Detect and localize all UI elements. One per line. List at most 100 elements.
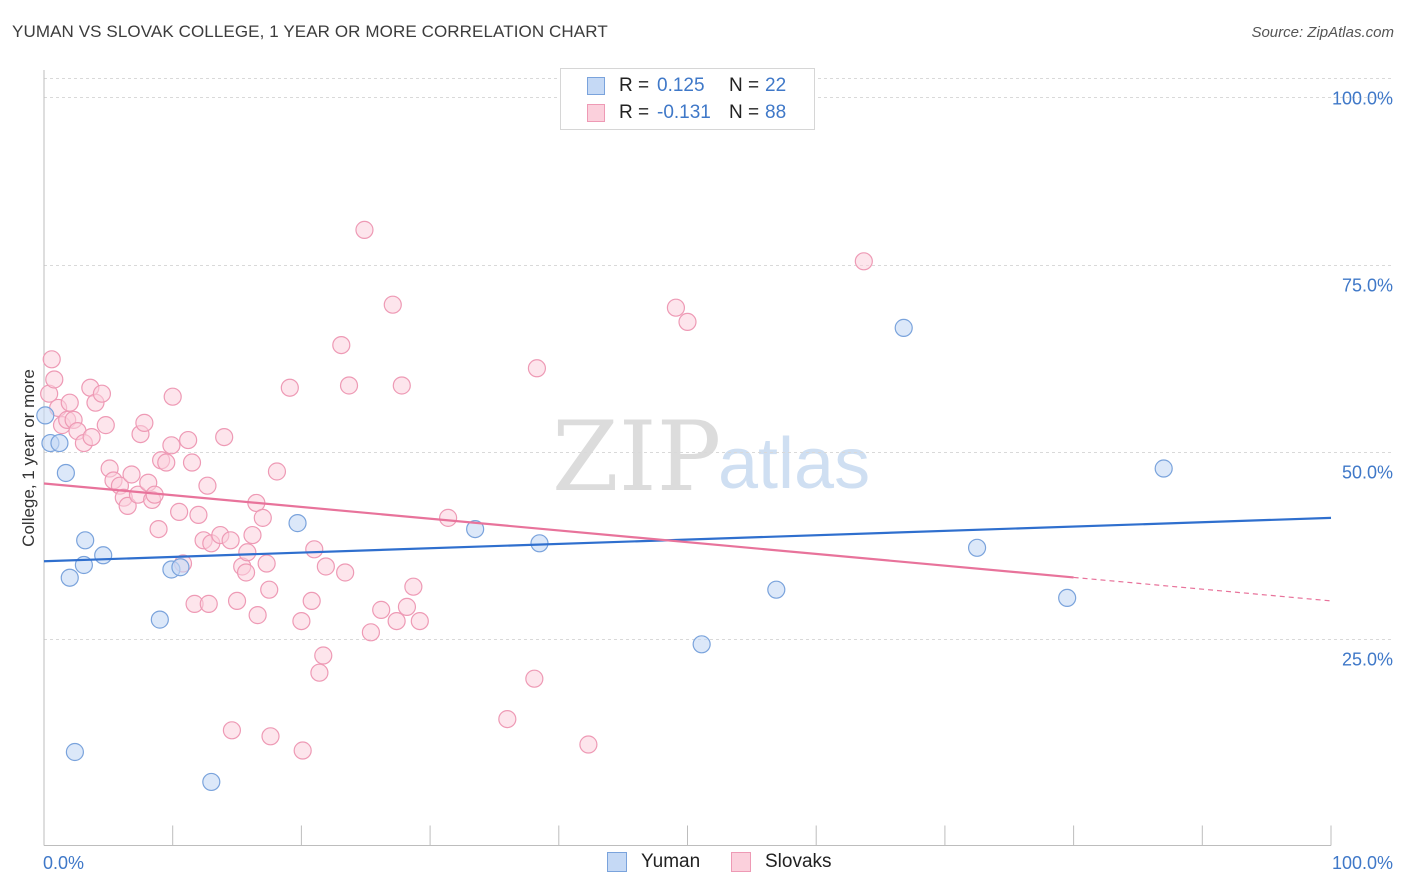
series-yuman-points [36, 318, 1173, 792]
slovak-point [96, 416, 115, 435]
yuman-point [65, 742, 84, 762]
slovak-point [60, 393, 79, 412]
legend-r-value: -0.131 [657, 102, 711, 123]
slovak-point [135, 413, 154, 432]
slovak-point [238, 543, 257, 562]
slovak-point [198, 476, 217, 495]
y-tick-labels: 25.0% 50.0% 75.0% 100.0% [1332, 89, 1393, 670]
slovak-point [257, 554, 276, 573]
legend-n-label: N = [729, 102, 760, 123]
series-legend-item-yuman[interactable]: Yuman [607, 851, 700, 873]
legend-n-value: 88 [765, 102, 787, 123]
x-tick-label-max: 100.0% [1332, 853, 1393, 873]
slovak-point [227, 591, 247, 611]
x-tick-labels: 0.0% 100.0% [43, 853, 1393, 873]
legend-r-label: R = [619, 75, 650, 96]
trendlines [43, 482, 1332, 602]
slovak-point [387, 611, 406, 631]
yuman-point [1058, 588, 1077, 608]
slovak-point [355, 220, 374, 239]
slovak-point [678, 312, 697, 331]
axes [43, 70, 1332, 846]
watermark-zip: ZIP [552, 401, 721, 513]
y-tick-label: 100.0% [1332, 89, 1393, 109]
slovak-point [854, 252, 873, 271]
slovak-point [182, 453, 202, 472]
slovak-point [163, 387, 182, 406]
slovak-point [261, 727, 280, 746]
series-legend-swatch-yuman [607, 852, 627, 872]
watermark-atlas: atlas [718, 424, 870, 504]
yuman-point [466, 519, 485, 539]
series-legend-label-yuman: Yuman [641, 851, 701, 872]
slovak-trend-line-extension [1073, 576, 1332, 602]
yuman-point [56, 463, 75, 483]
slovak-point [260, 580, 279, 599]
slovak-point [314, 646, 333, 665]
yuman-point [94, 546, 113, 565]
legend-swatch-slovaks [587, 104, 605, 122]
slovak-point [248, 606, 267, 625]
yuman-point [692, 635, 711, 654]
legend-row-slovaks: R = -0.131 N = 88 [587, 100, 786, 126]
yuman-point [288, 514, 307, 533]
slovak-point [527, 359, 547, 378]
yuman-point [36, 406, 55, 425]
x-tick-label-min: 0.0% [43, 853, 84, 873]
slovak-point [525, 669, 544, 688]
series-legend: Yuman Slovaks [0, 851, 1406, 879]
slovak-point [293, 741, 312, 760]
y-tick-label: 50.0% [1342, 463, 1393, 483]
slovak-point [310, 663, 329, 682]
y-tick-label: 25.0% [1342, 650, 1393, 670]
slovak-point [404, 577, 423, 596]
slovak-point [666, 298, 686, 317]
slovak-point [392, 376, 411, 395]
slovak-point [157, 453, 176, 472]
slovak-point [221, 531, 240, 550]
slovak-point [361, 623, 380, 642]
legend-n-label: N = [729, 75, 760, 96]
yuman-trend-line [43, 516, 1332, 563]
slovak-point [179, 430, 198, 450]
slovak-point [199, 594, 218, 613]
slovak-point [170, 502, 189, 521]
slovak-point [579, 735, 598, 754]
slovak-point [92, 384, 112, 403]
yuman-point [150, 610, 169, 629]
series-legend-item-slovaks[interactable]: Slovaks [731, 851, 832, 873]
yuman-point [50, 433, 69, 453]
slovak-point [397, 597, 417, 616]
slovak-point [316, 557, 335, 576]
slovak-point [82, 427, 101, 447]
slovak-point [410, 611, 429, 631]
slovak-point [439, 508, 458, 527]
yuman-point [967, 538, 987, 557]
y-axis-label: College, 1 year or more [19, 369, 38, 547]
slovak-point [253, 508, 272, 527]
slovak-trend-line [43, 482, 1074, 579]
slovak-point [305, 540, 324, 559]
yuman-point [767, 580, 786, 599]
slovak-point [243, 525, 262, 545]
correlation-legend: R = 0.125 N = 22 R = -0.131 N = 88 [560, 68, 815, 130]
slovak-point [162, 436, 181, 455]
yuman-point [202, 772, 221, 792]
slovak-point [498, 709, 517, 729]
slovak-point [42, 350, 61, 369]
slovak-point [292, 611, 311, 631]
slovak-point [302, 591, 321, 611]
yuman-point [171, 558, 190, 577]
chart-title: YUMAN VS SLOVAK COLLEGE, 1 YEAR OR MORE … [12, 22, 608, 41]
legend-row-yuman: R = 0.125 N = 22 [587, 73, 786, 99]
yuman-point [1154, 459, 1173, 478]
slovak-point [122, 465, 141, 484]
yuman-point [894, 318, 913, 337]
slovak-point [339, 376, 359, 395]
series-legend-swatch-slovaks [731, 852, 751, 872]
slovak-point [236, 563, 256, 582]
chart-source: Source: ZipAtlas.com [1251, 24, 1394, 41]
slovak-point [45, 370, 64, 389]
watermark: ZIP atlas [552, 401, 870, 513]
